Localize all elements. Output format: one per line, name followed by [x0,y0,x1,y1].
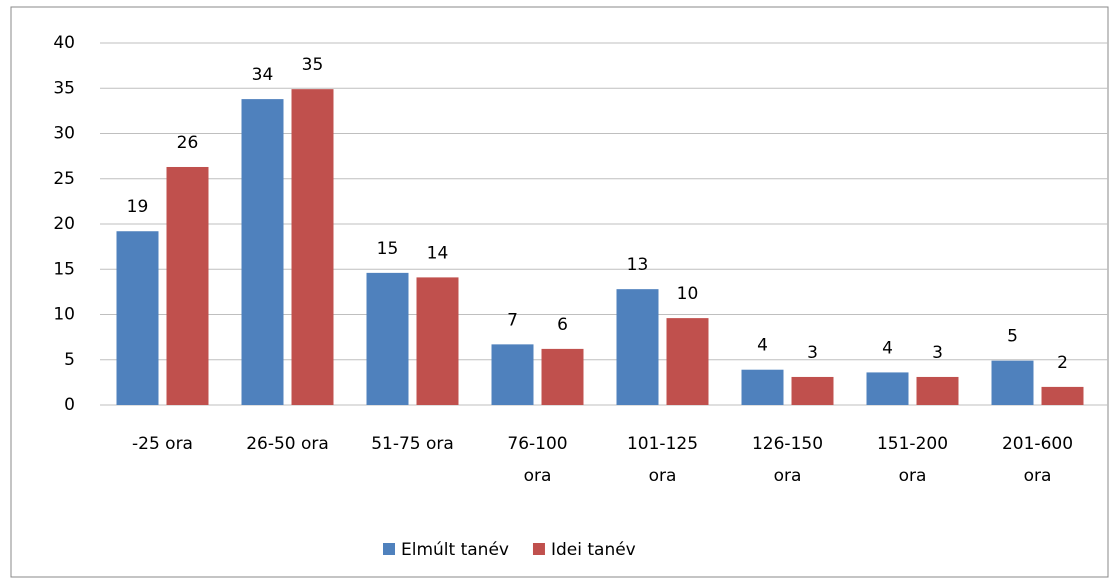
bar [291,89,334,405]
bar [366,272,409,405]
data-label: 5 [1007,327,1018,347]
bar [791,376,834,405]
bar [741,369,784,405]
y-tick-label: 5 [64,350,75,370]
bar [991,360,1034,405]
bar [666,318,709,405]
data-label: 3 [807,343,818,363]
bar [491,344,534,405]
data-label: 3 [932,343,943,363]
bar [116,231,159,405]
data-label: 34 [252,65,274,85]
y-tick-label: 0 [64,395,75,415]
legend-label: Idei tanév [551,540,636,560]
x-tick-label: -25 ora [132,434,193,454]
bar [866,372,909,405]
y-tick-label: 30 [53,124,75,144]
x-tick-label: 151-200 ora [877,434,948,486]
bar [241,99,284,406]
bar [541,348,584,405]
data-label: 19 [127,197,149,217]
legend-swatch [532,543,545,555]
y-tick-label: 25 [53,169,75,189]
legend-swatch [383,543,395,555]
data-label: 2 [1057,353,1068,373]
bar [1041,386,1084,405]
data-label: 7 [507,310,518,330]
bar [166,166,209,405]
data-label: 35 [302,55,324,75]
data-label: 4 [757,336,768,356]
bar [416,277,459,405]
x-tick-label: 201-600 ora [1002,434,1073,486]
data-label: 10 [677,284,699,304]
y-tick-label: 35 [53,78,75,98]
y-tick-label: 10 [53,305,75,325]
bar [616,289,659,405]
y-tick-label: 40 [53,33,75,53]
y-tick-label: 15 [53,259,75,279]
x-tick-label: 26-50 ora [246,434,329,454]
bar [916,376,959,405]
data-label: 26 [177,133,199,153]
x-tick-label: 76-100 ora [507,434,567,486]
data-label: 6 [557,315,568,335]
data-label: 14 [427,243,449,263]
data-label: 15 [377,239,399,259]
legend-label: Elmúlt tanév [401,540,509,560]
x-tick-label: 126-150 ora [752,434,823,486]
x-tick-label: 101-125 ora [627,434,698,486]
y-tick-label: 20 [53,214,75,234]
data-label: 4 [882,338,893,358]
data-label: 13 [627,255,649,275]
x-tick-label: 51-75 ora [371,434,454,454]
